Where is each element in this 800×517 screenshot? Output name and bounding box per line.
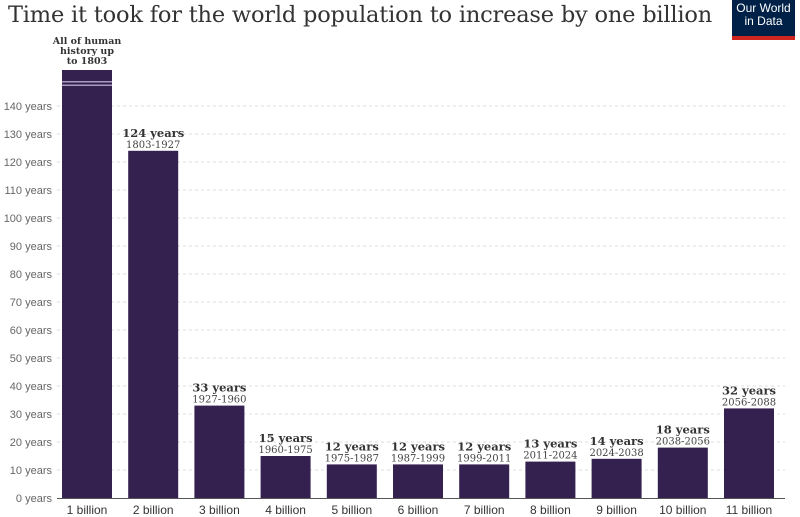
y-tick-label: 0 years <box>16 493 53 505</box>
x-tick-label: 8 billion <box>530 503 571 517</box>
year-range-label: 1999-2011 <box>457 453 511 464</box>
bar[interactable] <box>525 461 576 498</box>
y-tick-label: 80 years <box>10 269 53 281</box>
logo-accent-bar <box>732 36 795 40</box>
bar[interactable] <box>591 458 642 498</box>
value-label: 14 years <box>590 434 644 448</box>
y-axis: 0 years 10 years 20 years 30 years 40 years 5… <box>4 101 53 505</box>
owid-logo[interactable]: Our World in Data <box>732 0 795 40</box>
y-tick-label: 100 years <box>4 213 53 225</box>
chart-title: Time it took for the world population to… <box>8 2 713 28</box>
value-label: 12 years <box>391 439 445 453</box>
y-tick-label: 70 years <box>10 297 53 309</box>
value-label: 32 years <box>722 383 776 397</box>
bar[interactable] <box>128 150 179 499</box>
y-tick-label: 40 years <box>10 381 53 393</box>
year-range-label: 1975-1987 <box>325 453 379 464</box>
x-tick-label: 10 billion <box>659 503 706 517</box>
x-tick-label: 7 billion <box>464 503 505 517</box>
x-tick-label: 1 billion <box>67 503 108 517</box>
bar[interactable] <box>724 408 774 498</box>
y-tick-label: 140 years <box>4 101 53 113</box>
x-tick-label: 4 billion <box>265 503 306 517</box>
year-range-label: 2038-2056 <box>656 437 710 448</box>
y-tick-label: 10 years <box>10 465 53 477</box>
value-label: 12 years <box>325 439 379 453</box>
bar[interactable] <box>326 464 377 498</box>
logo-line-1: Our World <box>736 1 791 15</box>
bar-annotation: to 1803 <box>67 56 107 67</box>
y-tick-label: 90 years <box>10 241 53 253</box>
value-label: 15 years <box>259 431 313 445</box>
y-tick-label: 120 years <box>4 157 53 169</box>
value-label: 12 years <box>457 439 511 453</box>
y-tick-label: 30 years <box>10 409 53 421</box>
year-range-label: 1803-1927 <box>126 140 180 151</box>
year-range-label: 2024-2038 <box>589 448 643 459</box>
value-label: 124 years <box>122 126 184 140</box>
y-tick-label: 60 years <box>10 325 53 337</box>
logo-line-2: in Data <box>744 14 783 28</box>
bar[interactable] <box>459 464 510 498</box>
axis-break-mark <box>62 81 112 83</box>
bar[interactable] <box>194 405 245 498</box>
year-range-label: 2011-2024 <box>523 451 577 462</box>
x-tick-label: 11 billion <box>726 503 772 517</box>
year-range-label: 2056-2088 <box>722 397 776 408</box>
value-label: 33 years <box>192 381 246 395</box>
y-tick-label: 50 years <box>10 353 53 365</box>
value-label: 18 years <box>656 423 710 437</box>
bar-broken[interactable] <box>62 70 112 498</box>
bar[interactable] <box>260 456 311 498</box>
y-tick-label: 20 years <box>10 437 53 449</box>
bar-annotation: history up <box>60 46 114 57</box>
bar-annotation: All of human <box>52 36 122 47</box>
year-range-label: 1960-1975 <box>258 445 312 456</box>
bar[interactable] <box>657 447 708 498</box>
x-tick-label: 9 billion <box>596 503 637 517</box>
axis-break-mark <box>62 84 112 86</box>
value-label: 13 years <box>523 437 577 451</box>
x-axis: 1 billion 2 billion 3 billion 4 billion 5 bi… <box>57 498 785 517</box>
y-tick-label: 110 years <box>5 185 53 197</box>
bars <box>62 70 774 499</box>
year-range-label: 1927-1960 <box>192 395 246 406</box>
year-range-label: 1987-1999 <box>391 453 445 464</box>
x-tick-label: 5 billion <box>331 503 372 517</box>
bar[interactable] <box>393 464 443 498</box>
y-tick-label: 130 years <box>4 129 53 141</box>
x-tick-label: 2 billion <box>133 503 174 517</box>
x-tick-label: 6 billion <box>398 503 439 517</box>
x-tick-label: 3 billion <box>199 503 240 517</box>
